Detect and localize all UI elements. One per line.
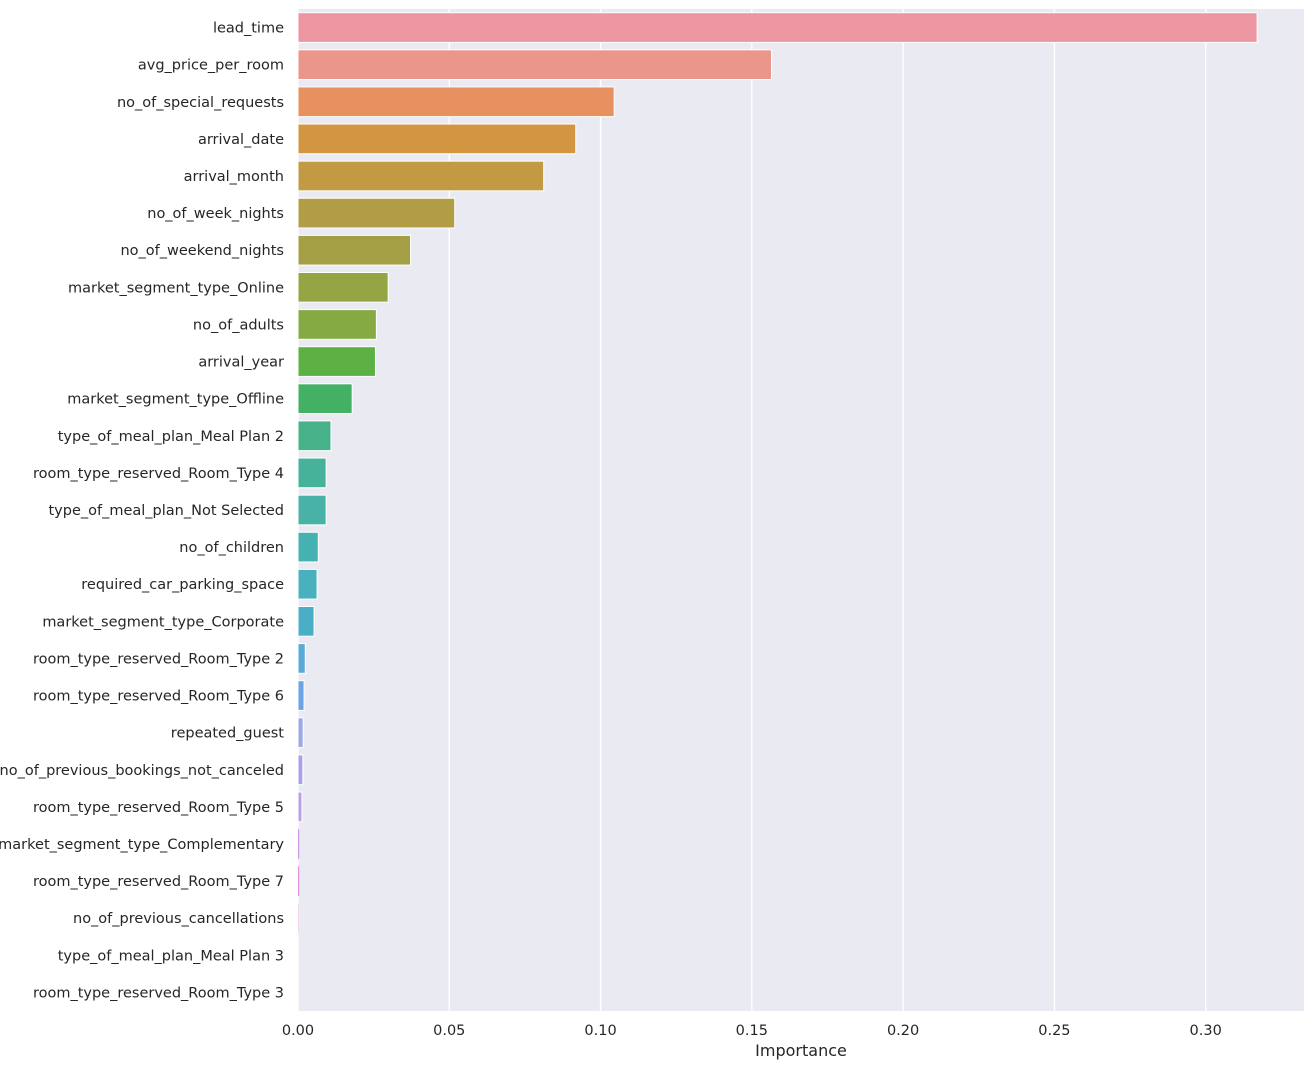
y-tick-label: arrival_year	[198, 355, 284, 371]
x-tick-labels: 0.00 0.05 0.10 0.15 0.20 0.25 0.30	[282, 1023, 1222, 1039]
y-tick-label: type_of_meal_plan_Meal Plan 3	[58, 948, 284, 964]
y-tick-label: market_segment_type_Offline	[67, 392, 284, 408]
bars-group	[297, 12, 1258, 934]
y-tick-labels: lead_time avg_price_per_room no_of_special…	[0, 21, 284, 1002]
y-tick-label: room_type_reserved_Room_Type 7	[33, 874, 284, 890]
bar	[298, 866, 300, 896]
y-tick-label: no_of_previous_bookings_not_canceled	[0, 763, 284, 779]
y-tick-label: no_of_previous_cancellations	[73, 911, 284, 927]
bar	[297, 271, 389, 303]
bar	[297, 346, 376, 377]
x-tick-label: 0.05	[433, 1023, 465, 1039]
y-tick-label: no_of_special_requests	[117, 95, 284, 111]
y-tick-label: no_of_adults	[193, 317, 284, 333]
bar	[297, 754, 304, 786]
x-tick-label: 0.10	[584, 1023, 616, 1039]
bar	[297, 309, 377, 340]
bar	[297, 123, 577, 155]
y-tick-label: no_of_week_nights	[147, 206, 284, 222]
y-tick-label: arrival_month	[184, 169, 284, 185]
bar	[297, 49, 773, 81]
y-tick-label: arrival_date	[198, 132, 284, 148]
bar	[297, 234, 412, 266]
y-tick-label: room_type_reserved_Room_Type 2	[33, 651, 284, 667]
bar	[297, 383, 353, 415]
y-tick-label: repeated_guest	[171, 726, 285, 742]
y-tick-label: type_of_meal_plan_Not Selected	[48, 503, 284, 519]
bar	[297, 568, 318, 600]
bar	[297, 197, 456, 229]
bar	[297, 531, 319, 563]
x-tick-label: 0.20	[887, 1023, 919, 1039]
bar	[297, 12, 1258, 43]
y-tick-label: required_car_parking_space	[81, 577, 284, 593]
bar	[297, 494, 327, 526]
bar	[297, 680, 305, 711]
bar	[297, 420, 332, 452]
y-tick-label: room_type_reserved_Room_Type 3	[33, 985, 284, 1001]
y-tick-label: avg_price_per_room	[138, 58, 284, 74]
y-tick-label: room_type_reserved_Room_Type 4	[33, 466, 284, 482]
x-tick-label: 0.00	[282, 1023, 314, 1039]
y-tick-label: market_segment_type_Complementary	[0, 837, 284, 853]
bar	[297, 457, 327, 489]
x-tick-label: 0.15	[736, 1023, 768, 1039]
y-tick-label: market_segment_type_Corporate	[42, 614, 284, 630]
y-tick-label: market_segment_type_Online	[68, 280, 284, 296]
y-tick-label: no_of_children	[179, 540, 284, 556]
x-axis-label: Importance	[755, 1041, 847, 1060]
y-tick-label: no_of_weekend_nights	[120, 243, 284, 259]
bar	[297, 605, 315, 637]
x-tick-label: 0.25	[1038, 1023, 1070, 1039]
y-tick-label: room_type_reserved_Room_Type 5	[33, 800, 284, 816]
x-tick-label: 0.30	[1190, 1023, 1222, 1039]
bar	[297, 643, 306, 674]
y-tick-label: type_of_meal_plan_Meal Plan 2	[58, 429, 284, 445]
bar	[297, 86, 615, 118]
y-tick-label: room_type_reserved_Room_Type 6	[33, 689, 284, 705]
bar	[297, 717, 304, 749]
y-tick-label: lead_time	[213, 21, 284, 37]
bar	[298, 829, 300, 859]
bar	[297, 160, 545, 192]
bar	[297, 791, 303, 823]
